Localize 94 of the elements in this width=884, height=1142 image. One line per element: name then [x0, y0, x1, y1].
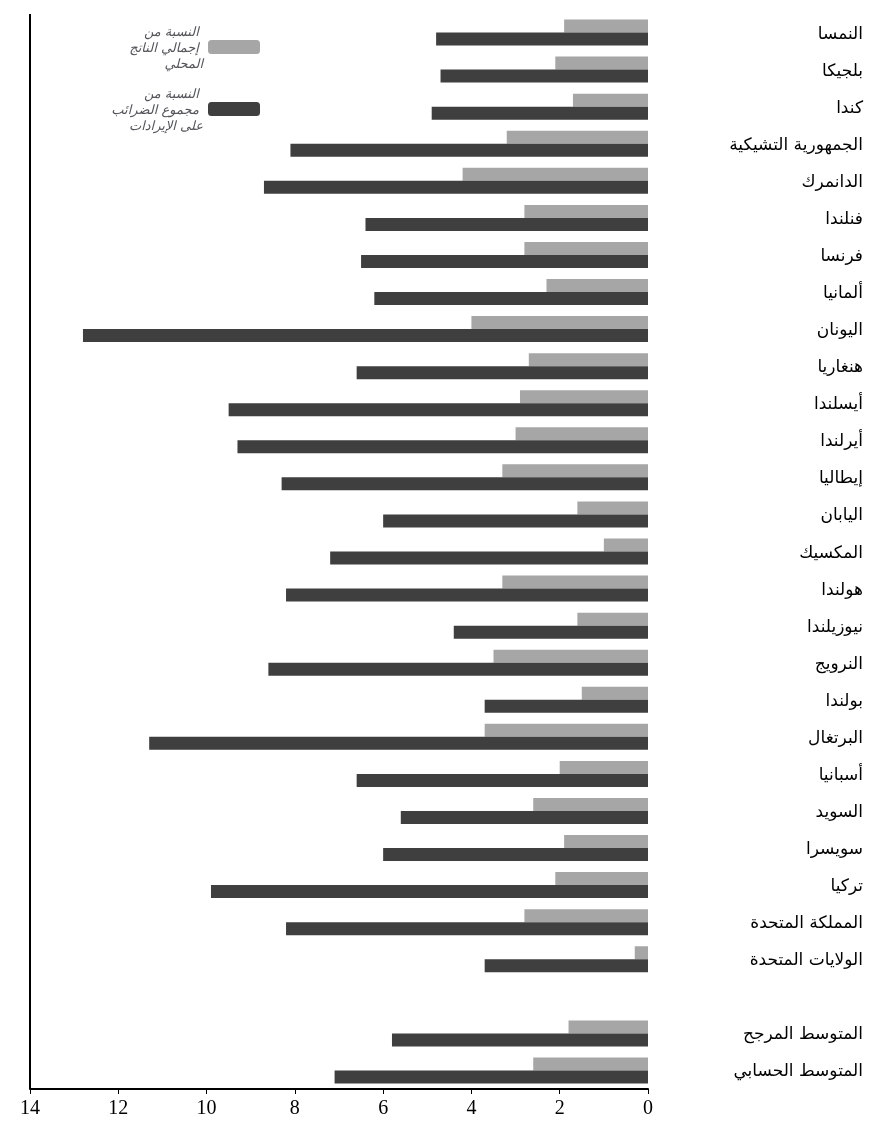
- bar: [82, 329, 648, 343]
- bar: [581, 686, 648, 700]
- y-tick-label: أيسلندا: [813, 392, 863, 414]
- bar: [228, 403, 648, 417]
- y-tick-label: المتوسط الحسابي: [733, 1060, 863, 1082]
- y-tick-label: أسبانيا: [818, 762, 863, 784]
- bar: [330, 551, 648, 565]
- bar: [502, 464, 648, 478]
- y-tick-label: هنغاريا: [817, 356, 863, 377]
- bar: [528, 353, 648, 367]
- bar: [577, 612, 648, 626]
- bar: [286, 588, 648, 602]
- bar: [484, 959, 648, 973]
- bar: [524, 909, 648, 923]
- y-tick-label: ألمانيا: [823, 281, 863, 303]
- bar: [383, 514, 648, 528]
- y-tick-label: السويد: [815, 800, 863, 821]
- bar: [564, 19, 648, 33]
- y-tick-label: البرتغال: [808, 726, 863, 747]
- bar: [431, 106, 648, 120]
- y-tick-label: الولايات المتحدة: [749, 949, 863, 970]
- bar: [263, 180, 648, 194]
- bar: [572, 93, 648, 107]
- bar: [149, 736, 648, 750]
- bar: [237, 440, 648, 454]
- bar: [533, 1057, 648, 1071]
- bar: [453, 625, 648, 639]
- bar: [484, 723, 648, 737]
- x-tick-label: 14: [20, 1096, 40, 1118]
- bar: [290, 143, 648, 157]
- bar: [555, 872, 648, 886]
- bar: [484, 699, 648, 713]
- bar: [546, 279, 648, 293]
- bar: [281, 477, 648, 491]
- y-tick-label: أيرلندا: [820, 429, 863, 451]
- bar: [361, 254, 648, 268]
- bar: [506, 130, 648, 144]
- y-tick-label: سويسرا: [805, 838, 863, 859]
- bar: [564, 835, 648, 849]
- x-tick-label: 4: [466, 1096, 477, 1118]
- y-tick-label: هولندا: [821, 578, 863, 599]
- bar: [515, 427, 648, 441]
- bar: [519, 390, 648, 404]
- bar: [577, 501, 648, 515]
- bar: [462, 167, 648, 181]
- y-tick-label: إيطاليا: [818, 467, 863, 488]
- y-tick-label: فنلندا: [825, 207, 863, 228]
- y-tick-label: بلجيكا: [821, 59, 863, 80]
- x-tick-label: 0: [643, 1096, 653, 1118]
- bar: [634, 946, 648, 960]
- bar: [436, 32, 648, 46]
- bar: [502, 575, 648, 589]
- x-tick-label: 2: [554, 1096, 565, 1118]
- y-tick-label: اليونان: [816, 319, 863, 340]
- bar: [524, 204, 648, 218]
- bar: [568, 1020, 648, 1034]
- y-tick-label: تركيا: [830, 875, 864, 896]
- y-tick-label: الجمهورية التشيكية: [729, 133, 863, 155]
- legend-label: النسبة من إجمالي الناتج المحلي: [129, 23, 205, 72]
- x-tick-label: 6: [378, 1096, 389, 1118]
- y-tick-label: كندا: [836, 96, 864, 117]
- bar: [365, 217, 648, 231]
- bar: [356, 366, 648, 380]
- y-tick-label: النمسا: [817, 22, 863, 43]
- bar: [559, 760, 648, 774]
- x-tick-label: 12: [108, 1096, 129, 1118]
- y-tick-label: فرنسا: [820, 244, 863, 265]
- bar: [533, 797, 648, 811]
- bar: [268, 662, 648, 676]
- bar: [400, 810, 648, 824]
- bar: [374, 292, 648, 306]
- bar: [471, 316, 648, 330]
- bar: [356, 773, 648, 787]
- bar: [383, 848, 648, 862]
- y-tick-label: النرويج: [814, 652, 863, 674]
- bar: [210, 885, 648, 899]
- y-tick-label: المتوسط المرجح: [742, 1023, 863, 1045]
- bar: [391, 1033, 648, 1047]
- bar: [493, 649, 648, 663]
- bar: [555, 56, 648, 70]
- bar: [524, 241, 648, 255]
- y-tick-label: المكسيك: [799, 541, 863, 562]
- y-tick-label: نيوزيلندا: [807, 615, 863, 636]
- x-tick-label: 8: [289, 1096, 300, 1118]
- legend-label: النسبة من مجموع الضرائب على الإيرادات: [111, 85, 204, 134]
- bar: [286, 922, 648, 936]
- bar: [334, 1070, 648, 1084]
- y-tick-label: اليابان: [820, 504, 863, 525]
- bar: [440, 69, 648, 83]
- y-tick-label: المملكة المتحدة: [750, 912, 863, 933]
- y-tick-label: بولندا: [825, 689, 863, 710]
- y-tick-label: الدانمرك: [801, 170, 863, 191]
- x-tick-label: 10: [196, 1096, 217, 1118]
- bar: [603, 538, 648, 552]
